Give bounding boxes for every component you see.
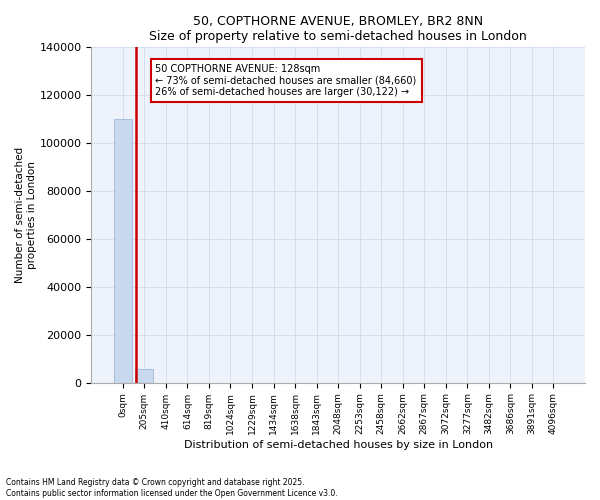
Text: 50 COPTHORNE AVENUE: 128sqm
← 73% of semi-detached houses are smaller (84,660)
2: 50 COPTHORNE AVENUE: 128sqm ← 73% of sem… (155, 64, 416, 97)
Bar (113, 119, 132, 382)
X-axis label: Distribution of semi-detached houses by size in London: Distribution of semi-detached houses by … (184, 440, 493, 450)
Y-axis label: Number of semi-detached
properties in London: Number of semi-detached properties in Lo… (15, 146, 37, 283)
Bar (135, 370, 154, 382)
Text: Contains HM Land Registry data © Crown copyright and database right 2025.
Contai: Contains HM Land Registry data © Crown c… (6, 478, 338, 498)
Title: 50, COPTHORNE AVENUE, BROMLEY, BR2 8NN
Size of property relative to semi-detache: 50, COPTHORNE AVENUE, BROMLEY, BR2 8NN S… (149, 15, 527, 43)
